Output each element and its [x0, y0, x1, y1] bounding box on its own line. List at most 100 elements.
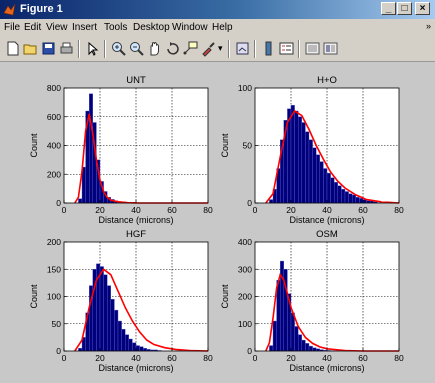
histogram-bar	[103, 274, 108, 352]
x-tick-label: 40	[322, 353, 332, 363]
histogram-bar	[142, 348, 147, 352]
figure-toolbar: ▾	[0, 36, 435, 62]
histogram-bar	[337, 185, 342, 204]
x-tick-label: 0	[253, 353, 258, 363]
window-titlebar[interactable]: Figure 1 _ □ ×	[0, 0, 435, 19]
fit-curve	[74, 268, 209, 352]
histogram-bar	[276, 279, 281, 352]
histogram-bar	[269, 345, 274, 352]
x-tick-label: 20	[95, 205, 105, 215]
menu-window[interactable]: Window	[172, 22, 208, 33]
menu-tools[interactable]: Tools	[104, 22, 128, 33]
histogram-bar	[301, 122, 306, 204]
histogram-bar	[312, 347, 317, 352]
y-tick-label: 100	[238, 319, 252, 329]
menu-view[interactable]: View	[46, 22, 68, 33]
subplot-title: UNT	[126, 75, 146, 86]
x-axis-label: Distance (microns)	[98, 215, 173, 225]
edit-plot-arrow-icon[interactable]	[84, 40, 101, 57]
minimize-button[interactable]: _	[381, 2, 396, 15]
histogram-bar	[308, 139, 313, 204]
x-tick-label: 80	[203, 353, 213, 363]
y-axis-label: Count	[220, 133, 230, 158]
fit-curve	[265, 272, 399, 352]
zoom-in-icon[interactable]	[110, 40, 127, 57]
menu-file[interactable]: File	[4, 22, 21, 33]
save-icon[interactable]	[40, 40, 57, 57]
histogram-bar	[114, 309, 119, 352]
histogram-bar	[326, 172, 331, 204]
y-tick-label: 200	[238, 292, 252, 302]
pan-hand-icon[interactable]	[146, 40, 163, 57]
x-tick-label: 80	[394, 353, 404, 363]
menu-help[interactable]: Help	[212, 22, 233, 33]
zoom-out-icon[interactable]	[128, 40, 145, 57]
x-tick-label: 60	[167, 353, 177, 363]
histogram-bar	[272, 320, 277, 352]
histogram-bar	[323, 168, 328, 204]
histogram-bar	[312, 147, 317, 204]
menu-overflow-icon[interactable]: »	[425, 21, 431, 31]
x-tick-label: 20	[286, 205, 296, 215]
toolbar-separator	[298, 40, 300, 58]
x-tick-label: 0	[62, 353, 67, 363]
histogram-bar	[117, 320, 122, 352]
y-tick-label: 400	[47, 141, 61, 151]
histogram-bar	[139, 346, 144, 352]
print-icon[interactable]	[58, 40, 75, 57]
maximize-button[interactable]: □	[397, 2, 412, 15]
open-file-icon[interactable]	[22, 40, 39, 57]
subplot-hgf: 0 20 40 60 80 0 50 100 150 200 HGF Distance (micron…	[29, 229, 213, 373]
histogram-bar	[319, 161, 324, 204]
menu-edit[interactable]: Edit	[24, 22, 42, 33]
x-tick-label: 0	[62, 205, 67, 215]
rotate-3d-icon[interactable]	[164, 40, 181, 57]
histogram-bar	[316, 154, 321, 204]
histogram-bar	[294, 110, 299, 204]
colorbar-icon[interactable]	[260, 40, 277, 57]
histogram-bar	[269, 199, 274, 204]
link-plot-icon[interactable]	[234, 40, 251, 57]
figure-canvas[interactable]: 0 20 40 60 80 0 200 400 600 800 UNT Distance (micro…	[0, 62, 435, 383]
y-tick-label: 150	[47, 264, 61, 274]
histogram-bar	[294, 326, 299, 352]
brush-dropdown-icon[interactable]: ▾	[218, 43, 223, 53]
x-tick-label: 20	[286, 353, 296, 363]
legend-icon[interactable]	[278, 40, 295, 57]
histogram-bar	[344, 191, 349, 204]
histogram-bar	[290, 312, 295, 352]
histogram-bar	[298, 116, 303, 204]
matlab-logo-icon	[3, 3, 16, 16]
histogram-bar	[308, 345, 313, 352]
data-cursor-icon[interactable]	[182, 40, 199, 57]
histogram-bar	[78, 348, 83, 352]
brush-icon[interactable]	[200, 40, 217, 57]
histogram-bar	[298, 334, 303, 352]
menu-insert[interactable]: Insert	[72, 22, 98, 33]
histogram-bar	[121, 329, 126, 352]
histogram-bar	[305, 343, 310, 352]
hide-plot-tools-icon[interactable]	[304, 40, 321, 57]
histogram-bar	[290, 105, 295, 204]
histogram-bar	[132, 342, 137, 352]
histogram-bar	[99, 266, 104, 352]
toolbar-separator	[254, 40, 256, 58]
close-button[interactable]: ×	[415, 2, 430, 15]
y-tick-label: 50	[243, 141, 253, 151]
toolbar-separator	[228, 40, 230, 58]
y-tick-label: 0	[247, 346, 252, 356]
show-plot-tools-icon[interactable]	[322, 40, 339, 57]
menu-desktop[interactable]: Desktop	[133, 22, 170, 33]
toolbar-separator	[104, 40, 106, 58]
y-tick-label: 100	[47, 292, 61, 302]
histogram-bar	[128, 338, 133, 352]
subplot-title: H+O	[317, 75, 337, 86]
y-tick-label: 600	[47, 112, 61, 122]
x-tick-label: 0	[253, 205, 258, 215]
x-tick-label: 80	[394, 205, 404, 215]
x-tick-label: 40	[322, 205, 332, 215]
subplot-title: OSM	[316, 229, 338, 240]
new-figure-icon[interactable]	[4, 40, 21, 57]
fit-curve	[265, 109, 400, 204]
